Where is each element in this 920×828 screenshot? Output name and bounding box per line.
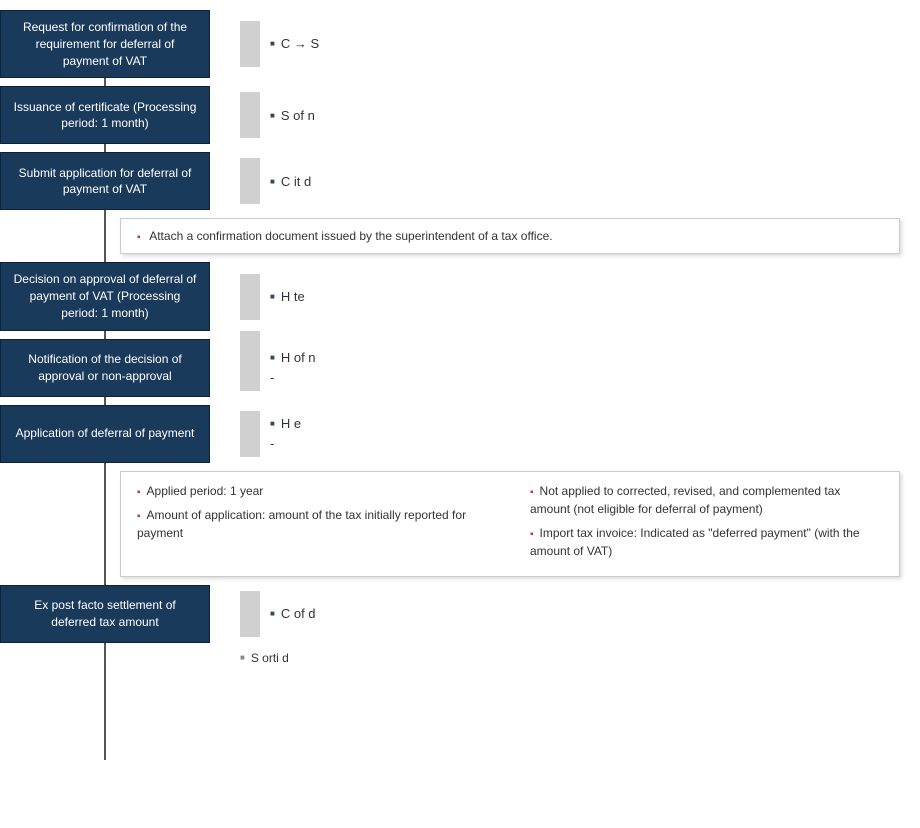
marker-icon — [240, 345, 260, 391]
desc-area: H te — [210, 262, 920, 330]
footer-note: S orti d — [240, 651, 920, 665]
red-bullet-icon — [137, 484, 147, 498]
note-col-right: Not applied to corrected, revised, and c… — [530, 482, 883, 566]
step-desc: H te — [270, 281, 305, 313]
marker-icon — [240, 92, 260, 138]
note-item: Applied period: 1 year — [147, 484, 264, 498]
note-col-left: Applied period: 1 year Amount of applica… — [137, 482, 490, 566]
note-text: Attach a confirmation document issued by… — [149, 229, 552, 243]
step-desc: C it d — [270, 166, 311, 198]
step-box-1: Request for confirmation of the requirem… — [0, 10, 210, 78]
marker-icon — [240, 274, 260, 320]
desc-area: S of n — [210, 86, 920, 144]
step-row: Notification of the decision of approval… — [0, 339, 920, 397]
red-bullet-icon — [530, 484, 540, 498]
step-row: Submit application for deferral of payme… — [0, 152, 920, 210]
step-row: Ex post facto settlement of deferred tax… — [0, 585, 920, 643]
desc-area: C of d — [210, 585, 920, 643]
note-item: Amount of application: amount of the tax… — [137, 508, 466, 540]
marker-icon — [240, 411, 260, 457]
step-row: Application of deferral of payment H e - — [0, 405, 920, 463]
step-box-2: Issuance of certificate (Processing peri… — [0, 86, 210, 144]
step-box-4: Decision on approval of deferral of paym… — [0, 262, 210, 330]
step-box-6: Application of deferral of payment — [0, 405, 210, 463]
red-bullet-icon — [530, 526, 540, 540]
step-desc: H of n - — [270, 342, 316, 393]
step-desc: S of n — [270, 100, 315, 132]
marker-icon — [240, 21, 260, 67]
note-item: Import tax invoice: Indicated as "deferr… — [530, 526, 860, 558]
step-row: Decision on approval of deferral of paym… — [0, 262, 920, 330]
step-desc: H e - — [270, 408, 301, 459]
desc-area: H e - — [210, 405, 920, 463]
note-box-details: Applied period: 1 year Amount of applica… — [120, 471, 900, 577]
note-box-attachment: Attach a confirmation document issued by… — [120, 218, 900, 254]
note-item: Not applied to corrected, revised, and c… — [530, 484, 840, 516]
step-box-5: Notification of the decision of approval… — [0, 339, 210, 397]
flowchart-container: Request for confirmation of the requirem… — [0, 10, 920, 665]
desc-area: C it d — [210, 152, 920, 210]
step-box-7: Ex post facto settlement of deferred tax… — [0, 585, 210, 643]
step-desc: C of d — [270, 598, 316, 630]
desc-area: C → S — [210, 10, 920, 78]
step-desc: C → S — [270, 28, 319, 60]
marker-icon — [240, 158, 260, 204]
red-bullet-icon — [137, 508, 147, 522]
step-row: Issuance of certificate (Processing peri… — [0, 86, 920, 144]
red-bullet-icon — [137, 229, 147, 243]
marker-icon — [240, 591, 260, 637]
desc-area: H of n - — [210, 339, 920, 397]
step-box-3: Submit application for deferral of payme… — [0, 152, 210, 210]
step-row: Request for confirmation of the requirem… — [0, 10, 920, 78]
